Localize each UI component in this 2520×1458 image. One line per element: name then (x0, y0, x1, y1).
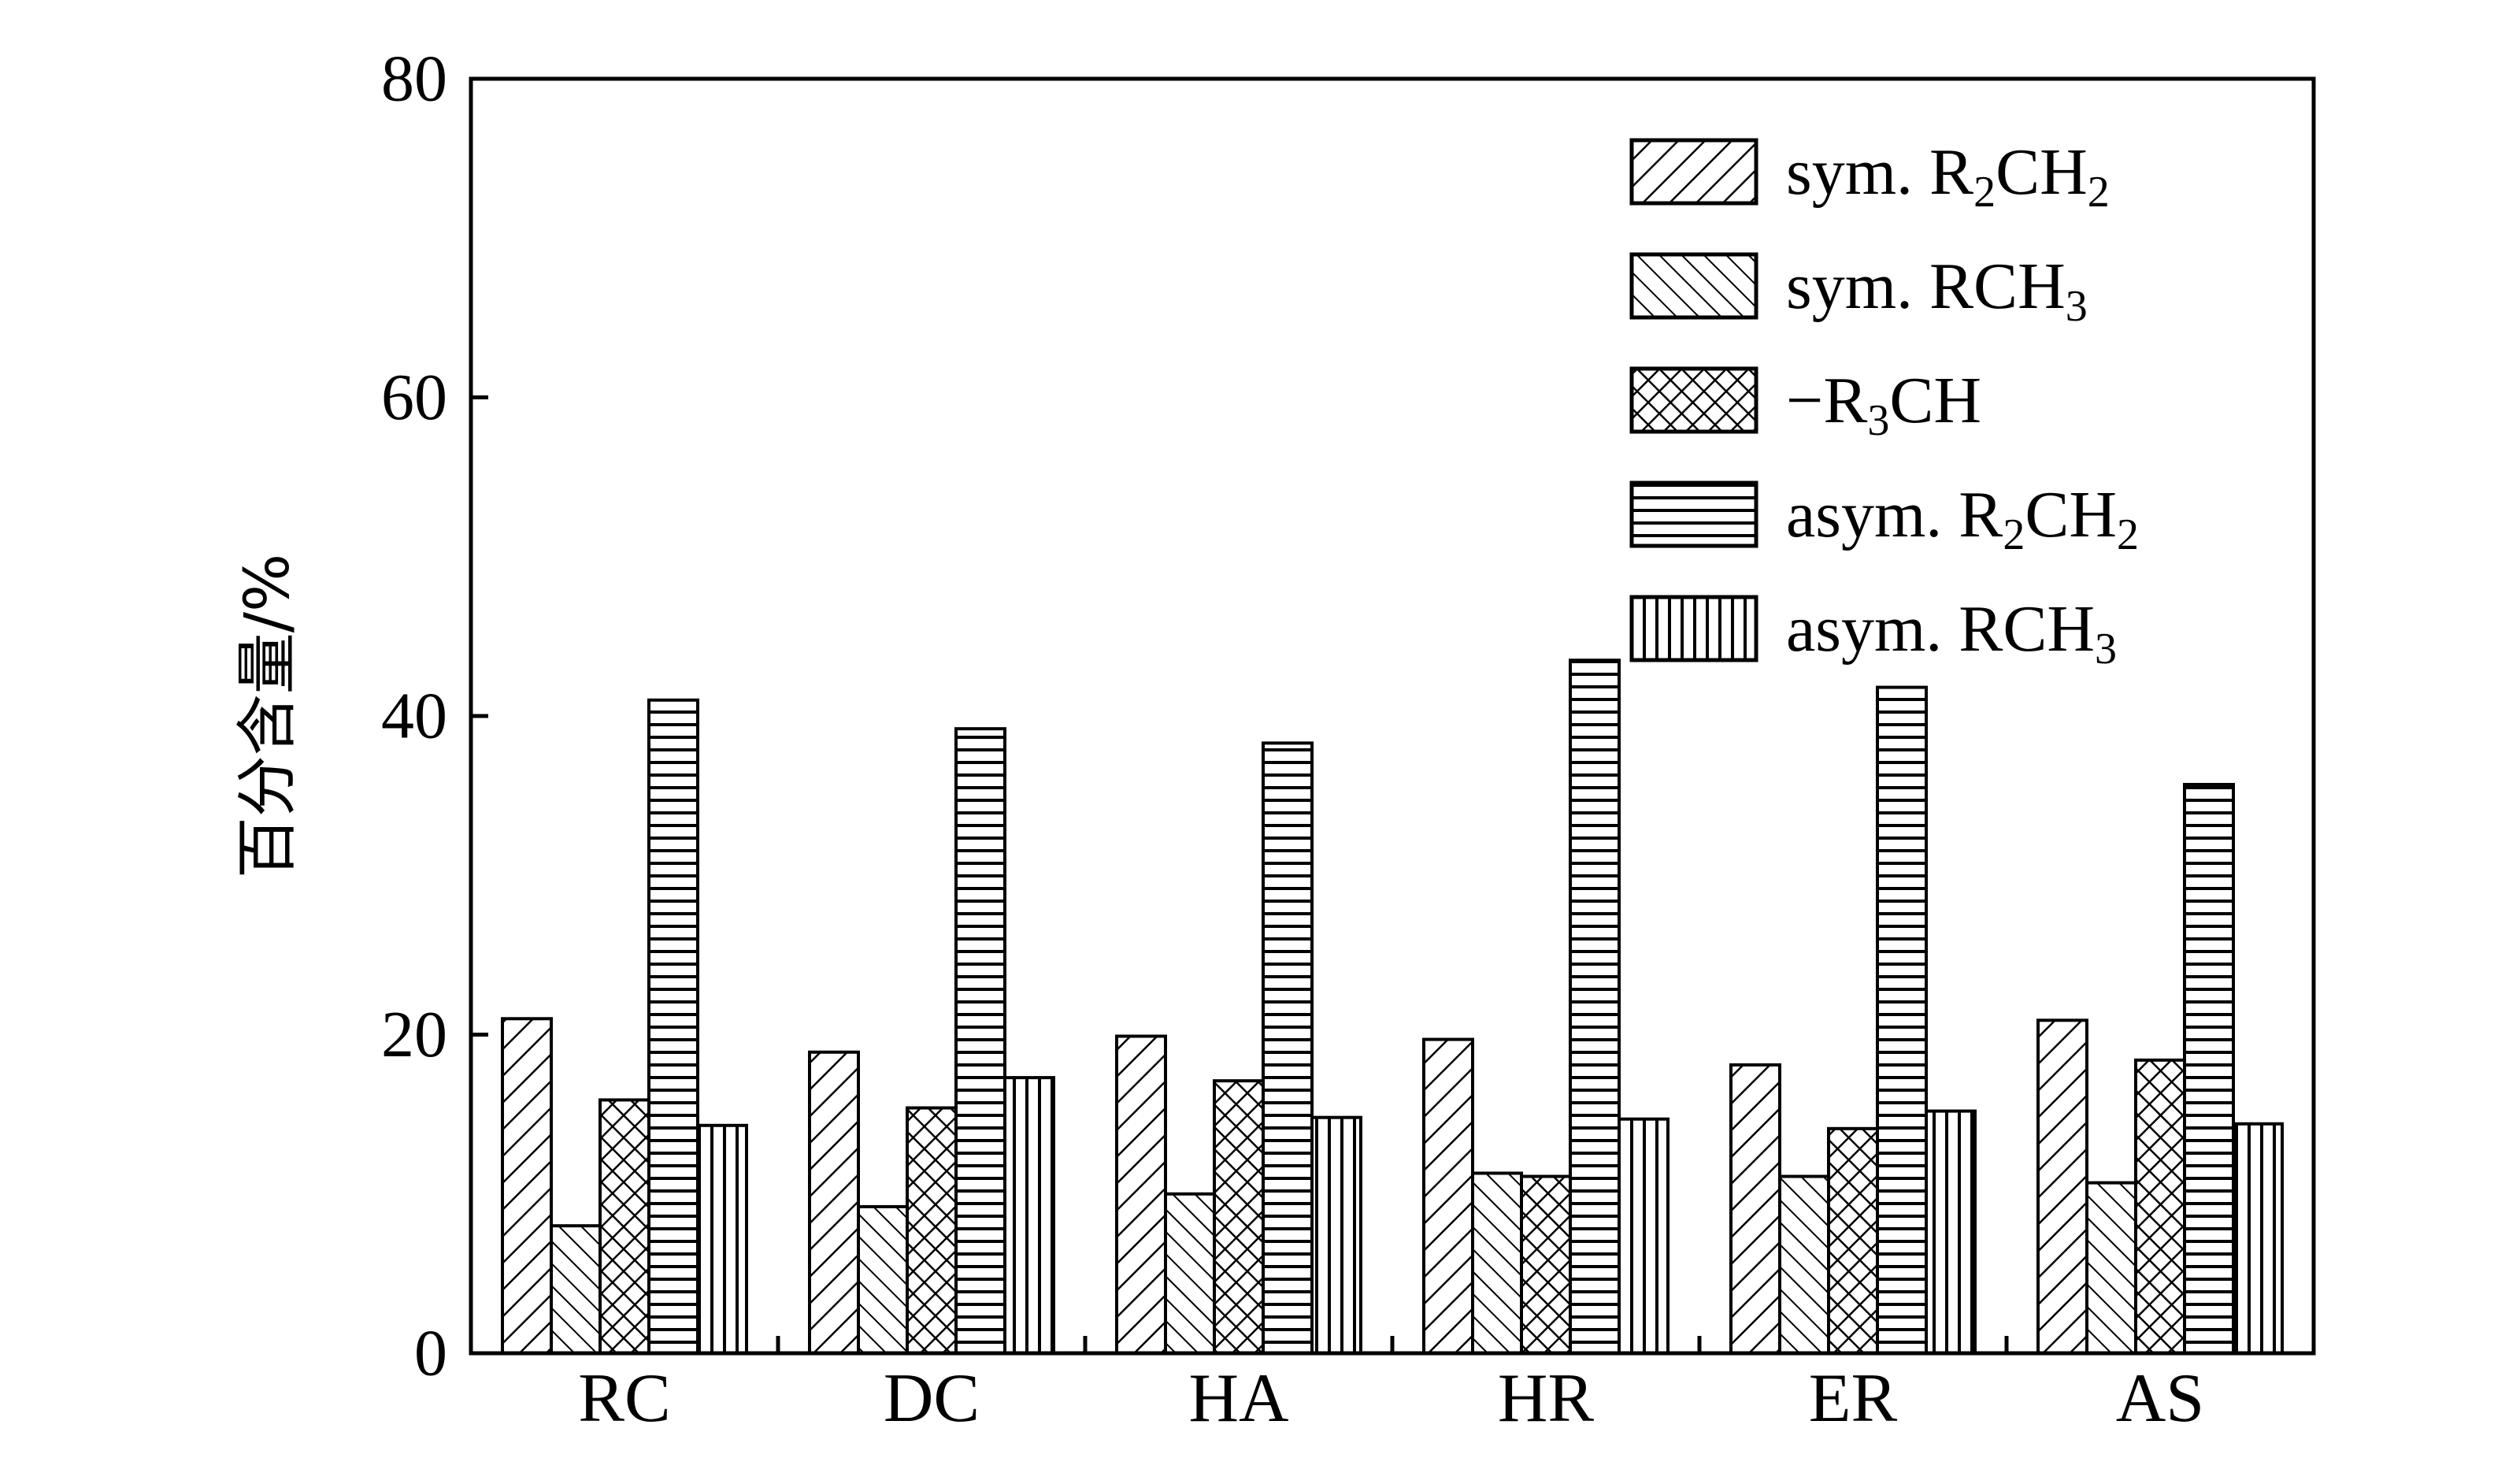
legend-label-main: −R (1786, 364, 1867, 437)
y-tick-label-4: 80 (381, 43, 447, 116)
bar-DC-series-3 (954, 727, 1006, 1355)
legend-label-subscript: 2 (2117, 510, 2139, 559)
bar-HA-series-1 (1164, 1192, 1216, 1355)
legend-label-mid: CH (2025, 478, 2117, 551)
bar-AS-series-3 (2183, 782, 2235, 1355)
bar-AS-series-1 (2085, 1181, 2137, 1356)
x-tick-label-DC: DC (884, 1360, 980, 1437)
legend-label-subscript: 2 (2088, 168, 2110, 217)
bar-RC-series-2 (598, 1098, 650, 1355)
legend-swatch-1 (1629, 252, 1758, 320)
legend-label-subscript: 3 (2095, 625, 2117, 673)
legend-label-subscript: 2 (1973, 168, 1996, 217)
y-tick-label-1: 20 (381, 998, 447, 1071)
legend-swatch-0 (1629, 138, 1758, 206)
bar-AS-series-0 (2036, 1018, 2088, 1355)
legend-label-main: asym. R (1786, 478, 2003, 551)
x-tick-label-AS: AS (2116, 1360, 2205, 1437)
bar-DC-series-2 (906, 1106, 958, 1356)
legend-swatch-2 (1629, 366, 1758, 434)
bar-HR-series-4 (1618, 1117, 1670, 1355)
bar-DC-series-1 (857, 1204, 909, 1356)
x-axis: RC DC HA HR ER AS (578, 1336, 2204, 1437)
bar-ER-series-3 (1876, 685, 1928, 1355)
bar-RC-series-3 (647, 698, 699, 1355)
y-axis: 0 20 40 60 80 (381, 43, 488, 1390)
legend-label-3: asym. R2CH2 (1786, 478, 2139, 560)
y-tick-label-3: 60 (381, 361, 447, 434)
y-tick-label-0: 0 (414, 1317, 447, 1390)
bar-HR-series-2 (1520, 1174, 1572, 1355)
bar-HA-series-4 (1310, 1115, 1362, 1356)
x-tick-label-HA: HA (1188, 1360, 1288, 1437)
y-axis-label: 百分含量/% (232, 554, 303, 878)
legend-label-4: asym. RCH3 (1786, 592, 2117, 674)
legend-label-main: asym. RCH (1786, 592, 2095, 666)
bar-ER-series-1 (1778, 1174, 1830, 1355)
legend-label-main: sym. RCH (1786, 250, 2066, 323)
legend-label-subscript: 2 (2003, 510, 2025, 559)
legend-label-subscript: 3 (2066, 282, 2088, 331)
bar-ER-series-2 (1827, 1126, 1879, 1355)
legend-label-mid: CH (1996, 135, 2088, 209)
legend-label-1: sym. RCH3 (1786, 250, 2088, 332)
x-tick-label-ER: ER (1809, 1360, 1898, 1437)
bar-AS-series-4 (2232, 1122, 2284, 1355)
bar-DC-series-0 (808, 1050, 860, 1356)
legend-swatch-4 (1629, 595, 1758, 662)
legend-swatch-3 (1629, 480, 1758, 548)
legend-label-0: sym. R2CH2 (1786, 135, 2110, 217)
bar-HR-series-1 (1471, 1171, 1523, 1356)
legend-label-subscript: 3 (1867, 396, 1889, 445)
bar-HA-series-3 (1262, 741, 1314, 1355)
bar-ER-series-0 (1729, 1063, 1781, 1355)
legend-label-mid: CH (1889, 364, 1981, 437)
bar-HR-series-3 (1569, 659, 1621, 1355)
bar-HA-series-2 (1213, 1079, 1265, 1355)
bar-HR-series-0 (1422, 1037, 1474, 1355)
x-tick-label-RC: RC (578, 1360, 670, 1437)
bar-RC-series-0 (501, 1017, 553, 1356)
legend-label-main: sym. R (1786, 135, 1973, 209)
x-tick-label-HR: HR (1498, 1360, 1595, 1437)
bars-group (501, 659, 2284, 1356)
bar-DC-series-4 (1003, 1076, 1055, 1356)
legend-label-2: −R3CH (1786, 364, 1981, 446)
y-tick-label-2: 40 (381, 680, 447, 753)
bar-ER-series-4 (1925, 1109, 1977, 1355)
bar-AS-series-2 (2134, 1058, 2186, 1355)
bar-HA-series-0 (1115, 1034, 1167, 1355)
bar-RC-series-1 (550, 1224, 602, 1355)
bar-RC-series-4 (696, 1123, 748, 1355)
